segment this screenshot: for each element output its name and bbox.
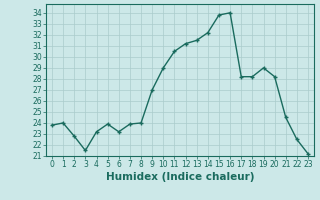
X-axis label: Humidex (Indice chaleur): Humidex (Indice chaleur) bbox=[106, 172, 254, 182]
